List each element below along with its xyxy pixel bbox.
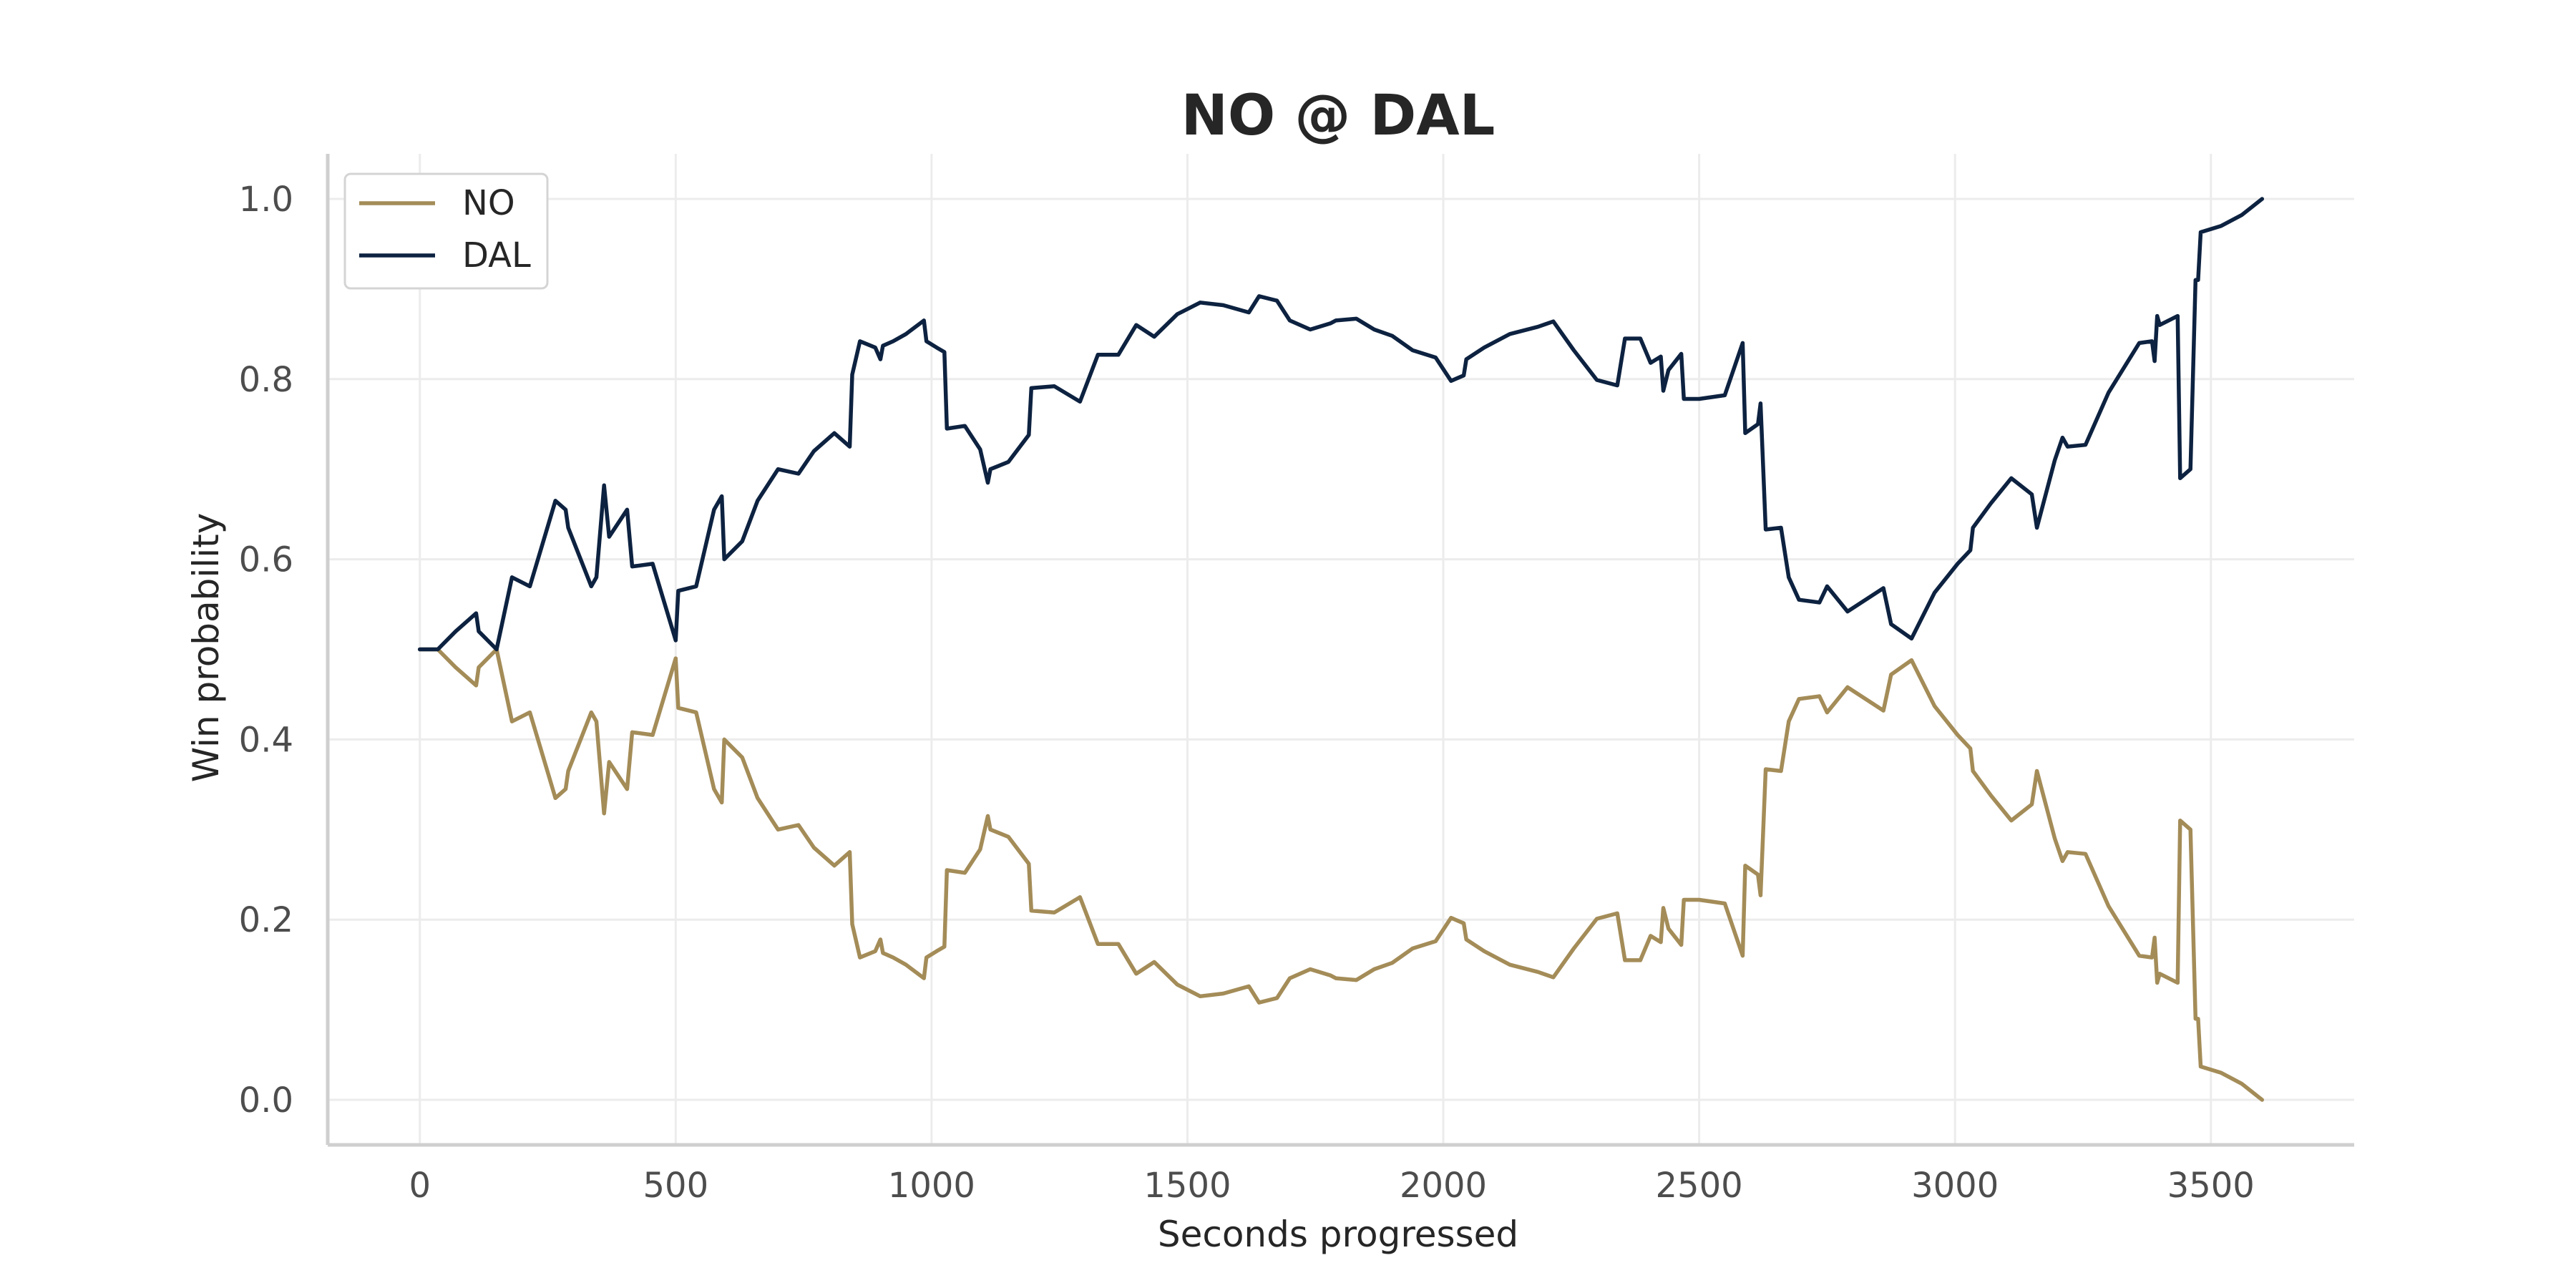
legend-label-dal: DAL	[462, 235, 531, 275]
y-tick-label: 0.6	[239, 540, 293, 580]
legend: NO DAL	[343, 172, 549, 290]
series-lines	[417, 197, 2265, 1102]
y-tick-label: 1.0	[239, 180, 293, 220]
x-axis-label: Seconds progressed	[1158, 1214, 1518, 1255]
y-tick-label: 0.2	[239, 900, 293, 940]
grid-lines	[328, 154, 2354, 1145]
x-tick-label: 2500	[1656, 1166, 1743, 1206]
chart-title: NO @ DAL	[1181, 84, 1496, 148]
y-tick-label: 0.0	[239, 1080, 293, 1121]
x-tick-label: 500	[643, 1166, 708, 1206]
x-tick-label: 3500	[2167, 1166, 2255, 1206]
x-tick-label: 1000	[888, 1166, 975, 1206]
x-tick-label: 3000	[1911, 1166, 1999, 1206]
x-ticks: 0 500 1000 1500 2000 2500 3000 3500	[409, 1166, 2254, 1206]
series-line-dal	[417, 197, 2265, 652]
y-axis-label: Win probability	[185, 513, 227, 783]
y-tick-label: 0.8	[239, 360, 293, 400]
series-line-no	[417, 647, 2265, 1102]
x-tick-label: 2000	[1400, 1166, 1487, 1206]
legend-label-no: NO	[462, 183, 515, 223]
x-tick-label: 1500	[1143, 1166, 1231, 1206]
axes	[326, 154, 2354, 1147]
x-tick-label: 0	[409, 1166, 431, 1206]
y-ticks: 0.0 0.2 0.4 0.6 0.8 1.0	[239, 180, 293, 1121]
y-tick-label: 0.4	[239, 720, 293, 760]
